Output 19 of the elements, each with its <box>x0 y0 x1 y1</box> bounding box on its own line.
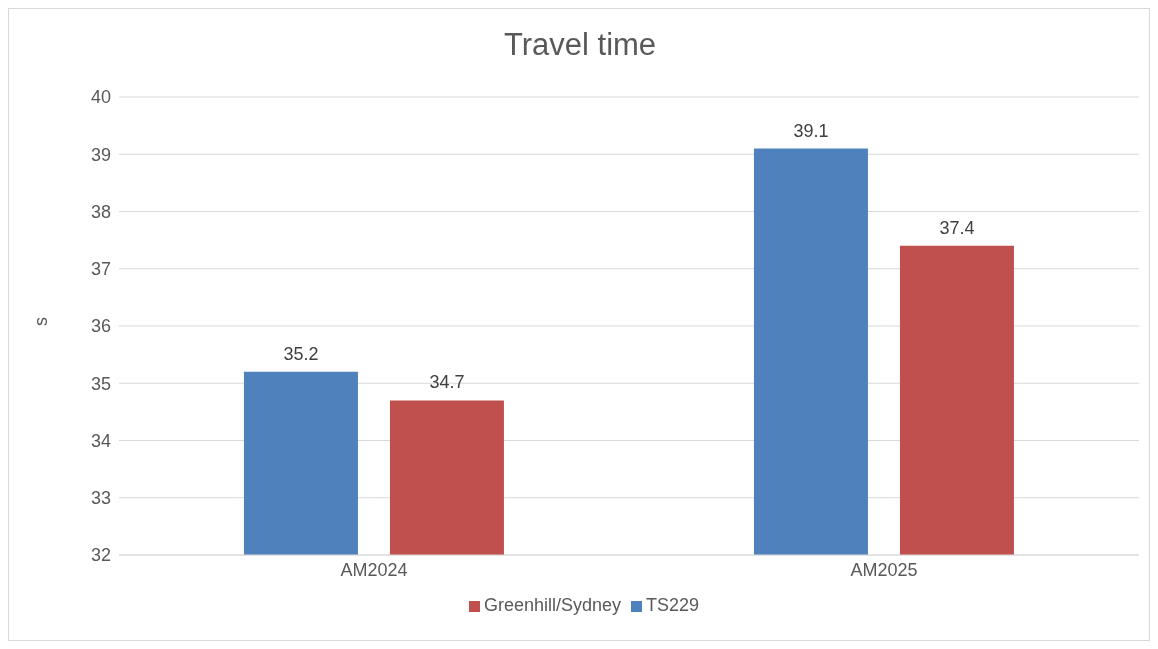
chart-title: Travel time <box>502 27 658 63</box>
y-tick-label: 38 <box>90 201 111 222</box>
legend-label: Greenhill/Sydney <box>483 595 622 615</box>
y-tick-label: 36 <box>90 316 111 337</box>
legend-label: TS229 <box>646 595 700 615</box>
data-label: 35.2 <box>283 343 319 364</box>
y-tick-label: 32 <box>90 545 111 566</box>
y-axis-title: s <box>31 317 52 326</box>
data-label: 37.4 <box>939 217 975 238</box>
data-label: 34.7 <box>429 372 465 393</box>
x-tick-label: AM2024 <box>340 559 408 580</box>
y-tick-label: 39 <box>90 144 111 165</box>
y-tick-label: 40 <box>90 87 111 108</box>
x-tick-label: AM2025 <box>850 559 918 580</box>
y-tick-label: 35 <box>90 373 111 394</box>
y-tick-label: 33 <box>90 488 111 509</box>
y-tick-label: 37 <box>90 259 111 280</box>
data-label: 39.1 <box>793 120 829 141</box>
y-tick-label: 34 <box>90 430 111 451</box>
